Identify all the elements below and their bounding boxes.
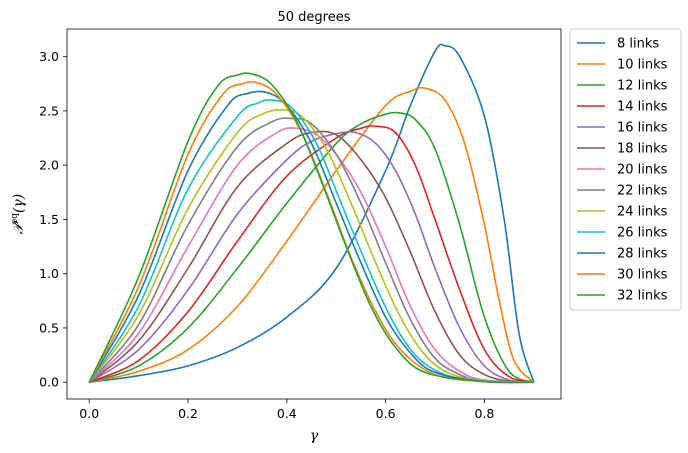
legend-label: 12 links <box>617 79 668 94</box>
legend-label: 32 links <box>617 289 668 304</box>
series-line-30-links <box>88 80 534 384</box>
y-tick-label: 0.0 <box>39 375 59 390</box>
y-tick-label: 1.0 <box>39 266 59 281</box>
y-axis-title-superscript: eq <box>10 213 20 224</box>
series-line-28-links <box>88 90 534 384</box>
series-line-16-links <box>88 131 534 383</box>
y-axis: 0.0 0.5 1.0 1.5 2.0 2.5 3.0 <box>39 49 67 390</box>
series-line-32-links <box>88 72 534 384</box>
legend-label: 14 links <box>617 100 668 115</box>
series-line-24-links <box>88 108 534 383</box>
x-axis-title: γ <box>310 428 319 444</box>
series-line-26-links <box>88 99 534 383</box>
legend-label: 20 links <box>617 163 668 178</box>
x-tick-label: 0.8 <box>474 406 494 421</box>
x-axis: 0.0 0.2 0.4 0.6 0.8 <box>79 399 494 421</box>
y-axis-title-argument: (γ) <box>11 194 27 213</box>
series-line-12-links <box>88 111 535 383</box>
x-tick-label: 0.4 <box>277 406 297 421</box>
legend-label: 28 links <box>617 247 668 262</box>
x-tick-label: 0.0 <box>79 406 99 421</box>
chart-title: 50 degrees <box>277 10 350 25</box>
series-line-14-links <box>88 125 535 383</box>
series-layer <box>88 43 535 384</box>
y-tick-label: 2.5 <box>39 103 59 118</box>
y-tick-label: 1.5 <box>39 212 59 227</box>
legend-label: 24 links <box>617 205 668 220</box>
legend-label: 26 links <box>617 226 668 241</box>
legend-label: 16 links <box>617 121 668 136</box>
series-line-8-links <box>89 43 535 383</box>
y-tick-label: 2.0 <box>39 158 59 173</box>
legend-label: 30 links <box>617 268 668 283</box>
legend-label: 18 links <box>617 142 668 157</box>
y-axis-title: 𝒫eq(γ) <box>10 194 27 235</box>
y-tick-label: 0.5 <box>39 320 59 335</box>
legend-label: 22 links <box>617 184 668 199</box>
legend-label: 8 links <box>617 37 659 52</box>
series-line-10-links <box>89 86 535 383</box>
x-tick-label: 0.6 <box>376 406 396 421</box>
y-tick-label: 3.0 <box>39 49 59 64</box>
series-line-18-links <box>88 130 534 383</box>
plot-frame <box>66 28 562 400</box>
legend-frame <box>569 28 682 311</box>
legend-label: 10 links <box>617 58 668 73</box>
x-tick-label: 0.2 <box>178 406 198 421</box>
legend: 8 links 10 links 12 links 14 links 16 links 1… <box>569 28 682 311</box>
series-line-22-links <box>88 117 534 383</box>
